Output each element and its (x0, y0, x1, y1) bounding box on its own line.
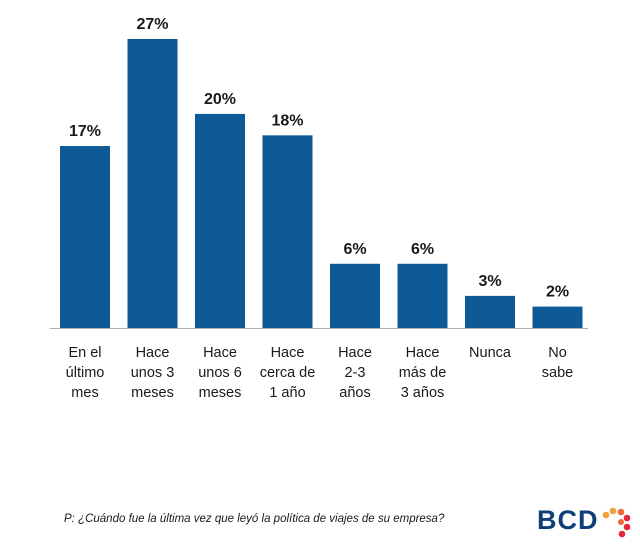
bar-value-label: 6% (343, 241, 366, 258)
category-label: Hace (406, 345, 440, 361)
category-label: Hace (271, 345, 305, 361)
bar (330, 263, 380, 328)
bar (195, 113, 245, 328)
question-footnote: P: ¿Cuándo fue la última vez que leyó la… (64, 513, 445, 525)
value-labels-group: 17% 27% 20% 18% 6% 6% 3% 2% (69, 16, 569, 301)
logo-dot (623, 523, 631, 531)
category-labels-group: En el último mes Hace unos 3 meses Hace unos 6 m… (66, 345, 574, 401)
category-label: En el (68, 345, 101, 361)
category-label: 2-3 (345, 365, 366, 381)
category-label: sabe (542, 365, 573, 381)
bar (60, 146, 110, 328)
category-label: Hace (203, 345, 237, 361)
bar (127, 39, 178, 328)
category-label: años (339, 385, 370, 401)
bar (532, 306, 583, 328)
bar-value-label: 3% (478, 273, 501, 290)
bcd-logo: BCD (537, 505, 637, 539)
category-label: mes (71, 385, 98, 401)
bar-value-label: 6% (411, 241, 434, 258)
category-label: unos 6 (198, 365, 242, 381)
bar (262, 135, 313, 328)
category-label: 3 años (401, 385, 445, 401)
logo-dot (618, 530, 626, 538)
bar-value-label: 20% (204, 91, 236, 108)
category-label: meses (131, 385, 174, 401)
logo-text: BCD (537, 505, 599, 535)
category-label: meses (199, 385, 242, 401)
bars-group (60, 39, 583, 328)
category-label: Nunca (469, 345, 512, 361)
category-label: último (66, 365, 105, 381)
logo-dot (618, 519, 624, 525)
category-label: unos 3 (131, 365, 175, 381)
category-label: cerca de (260, 365, 316, 381)
logo-dot (623, 514, 631, 522)
bar-value-label: 2% (546, 284, 569, 301)
category-label: No (548, 345, 567, 361)
bar (397, 263, 448, 328)
logo-dots (602, 507, 631, 538)
bar-value-label: 27% (136, 16, 168, 33)
bar-value-label: 18% (271, 112, 303, 129)
logo-dot (609, 507, 617, 515)
logo-dot (617, 508, 625, 516)
bar (465, 295, 515, 328)
category-label: más de (399, 365, 447, 381)
bar-value-label: 17% (69, 123, 101, 140)
category-label: 1 año (269, 385, 305, 401)
category-label: Hace (338, 345, 372, 361)
logo-dot (602, 511, 610, 519)
category-label: Hace (136, 345, 170, 361)
